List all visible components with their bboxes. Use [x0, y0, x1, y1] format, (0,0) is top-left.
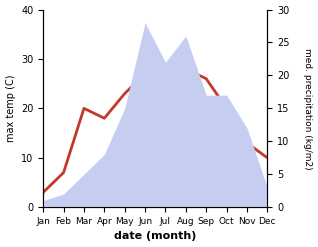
Y-axis label: max temp (C): max temp (C) — [5, 75, 16, 142]
Y-axis label: med. precipitation (kg/m2): med. precipitation (kg/m2) — [303, 48, 313, 169]
X-axis label: date (month): date (month) — [114, 231, 197, 242]
